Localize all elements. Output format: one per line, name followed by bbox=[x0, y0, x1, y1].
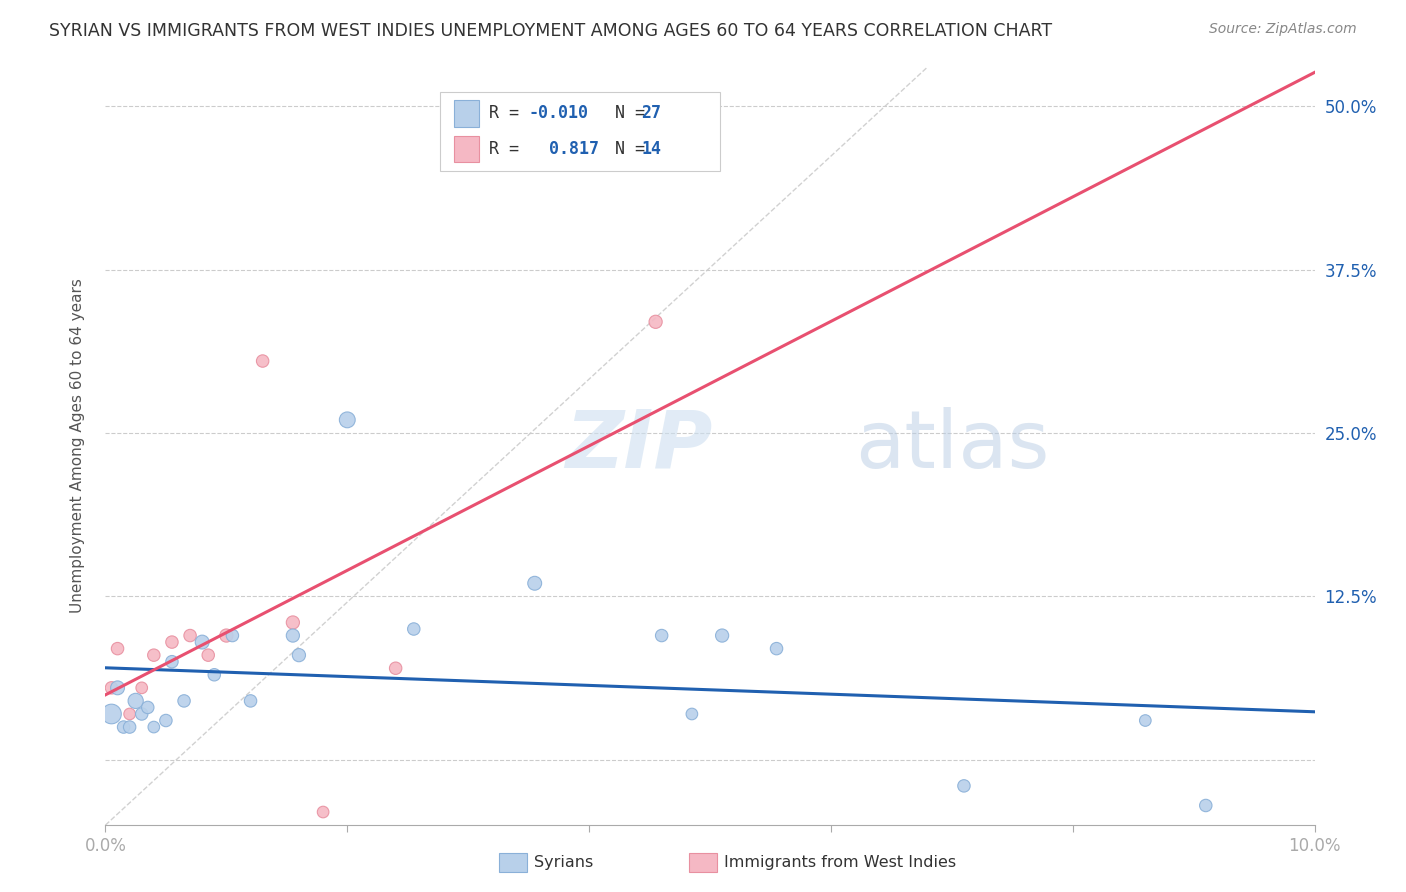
Point bbox=[107, 641, 129, 656]
Text: ZIP: ZIP bbox=[565, 407, 713, 485]
Point bbox=[239, 694, 262, 708]
Text: 14: 14 bbox=[641, 140, 661, 158]
Point bbox=[100, 681, 122, 695]
Point bbox=[681, 706, 703, 721]
Point bbox=[651, 628, 673, 642]
Point bbox=[160, 635, 183, 649]
Text: R =: R = bbox=[489, 140, 529, 158]
Point bbox=[118, 720, 141, 734]
Point bbox=[100, 706, 122, 721]
Point bbox=[173, 694, 195, 708]
Text: N =: N = bbox=[595, 104, 655, 122]
Point bbox=[221, 628, 243, 642]
Point bbox=[155, 714, 177, 728]
Point bbox=[384, 661, 406, 675]
Point bbox=[142, 648, 165, 662]
Point bbox=[1195, 798, 1218, 813]
Point bbox=[312, 805, 335, 819]
Point bbox=[112, 720, 135, 734]
Point bbox=[281, 628, 304, 642]
Point bbox=[953, 779, 976, 793]
Text: Source: ZipAtlas.com: Source: ZipAtlas.com bbox=[1209, 22, 1357, 37]
Point bbox=[142, 720, 165, 734]
Text: Syrians: Syrians bbox=[534, 855, 593, 870]
Point bbox=[131, 706, 153, 721]
Text: N =: N = bbox=[595, 140, 655, 158]
Point bbox=[402, 622, 425, 636]
Text: 27: 27 bbox=[641, 104, 661, 122]
Point bbox=[288, 648, 311, 662]
Point bbox=[191, 635, 214, 649]
Point bbox=[523, 576, 546, 591]
Point bbox=[136, 700, 159, 714]
Text: Immigrants from West Indies: Immigrants from West Indies bbox=[724, 855, 956, 870]
Point bbox=[202, 667, 225, 681]
Point bbox=[124, 694, 148, 708]
Point bbox=[179, 628, 201, 642]
Point bbox=[215, 628, 238, 642]
Text: R =: R = bbox=[489, 104, 529, 122]
Point bbox=[1135, 714, 1157, 728]
Point bbox=[336, 413, 359, 427]
Point bbox=[252, 354, 274, 368]
Point bbox=[644, 315, 666, 329]
Point bbox=[107, 681, 129, 695]
Text: -0.010: -0.010 bbox=[529, 104, 589, 122]
Text: SYRIAN VS IMMIGRANTS FROM WEST INDIES UNEMPLOYMENT AMONG AGES 60 TO 64 YEARS COR: SYRIAN VS IMMIGRANTS FROM WEST INDIES UN… bbox=[49, 22, 1052, 40]
Point bbox=[765, 641, 787, 656]
Point bbox=[197, 648, 219, 662]
Text: atlas: atlas bbox=[855, 407, 1049, 485]
Point bbox=[160, 655, 183, 669]
Point bbox=[711, 628, 734, 642]
Point bbox=[118, 706, 141, 721]
Text: 0.817: 0.817 bbox=[529, 140, 599, 158]
Y-axis label: Unemployment Among Ages 60 to 64 years: Unemployment Among Ages 60 to 64 years bbox=[70, 278, 84, 614]
Point bbox=[131, 681, 153, 695]
Point bbox=[281, 615, 304, 630]
